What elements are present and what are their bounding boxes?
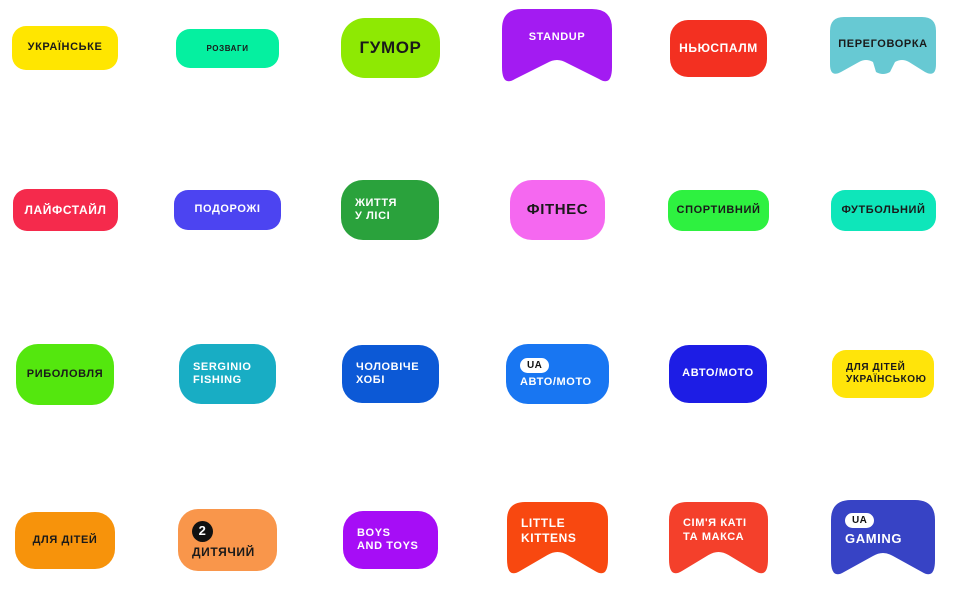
tile-ua-avto-moto[interactable]: UA АВТО/МОТО: [506, 344, 609, 404]
tile-simia-kati-ta-maksa[interactable]: СІМ'Я КАТІ ТА МАКСА: [669, 502, 768, 579]
tile-label-group: ДЛЯ ДІТЕЙ УКРАЇНСЬКОЮ: [832, 350, 934, 398]
tile-label: ГУМОР: [359, 37, 422, 57]
tile-label: ХОБІ: [356, 374, 385, 386]
tile-label: ПЕРЕГОВОРКА: [838, 37, 928, 50]
tile-label-group: SERGINIO FISHING: [179, 344, 276, 404]
tile-label-group: СІМ'Я КАТІ ТА МАКСА: [669, 502, 768, 579]
tile-label-group: ГУМОР: [341, 18, 440, 78]
tile-label-group: ЛАЙФСТАЙЛ: [13, 189, 118, 231]
tile-little-kittens[interactable]: LITTLE KITTENS: [507, 502, 608, 579]
tile-rybolovlia[interactable]: РИБОЛОВЛЯ: [16, 344, 114, 405]
tile-label-group: ПЕРЕГОВОРКА: [830, 17, 936, 80]
tile-label: АВТО/МОТО: [682, 367, 754, 380]
tile-dytiachyi[interactable]: 2 ДИТЯЧИЙ: [178, 509, 277, 571]
tile-label: KITTENS: [521, 530, 577, 545]
tile-peregovorka[interactable]: ПЕРЕГОВОРКА: [830, 17, 936, 80]
tile-label-group: ФІТНЕС: [510, 180, 605, 240]
tile-label-group: ЧОЛОВІЧЕ ХОБІ: [342, 345, 439, 403]
tile-label: АВТО/МОТО: [520, 376, 592, 389]
simia-kati-ta-maksa-shape: [669, 502, 768, 574]
tile-label: УКРАЇНСЬКОЮ: [846, 374, 927, 385]
tile-dlia-ditei-ukr[interactable]: ДЛЯ ДІТЕЙ УКРАЇНСЬКОЮ: [832, 350, 934, 398]
tile-newspalm[interactable]: НЬЮСПАЛМ: [670, 20, 767, 77]
tile-gumor[interactable]: ГУМОР: [341, 18, 440, 78]
number-badge: 2: [192, 520, 213, 542]
tile-label-group: UA АВТО/МОТО: [506, 344, 609, 404]
tile-label-group: ФУТБОЛЬНИЙ: [831, 190, 936, 231]
tile-podorozhi[interactable]: ПОДОРОЖІ: [174, 190, 281, 230]
tile-label: ФІТНЕС: [526, 200, 589, 218]
tile-rozvagy[interactable]: РОЗВАГИ: [176, 29, 279, 68]
tile-label: SERGINIO: [193, 360, 252, 373]
tile-sportyvnyi[interactable]: СПОРТИВНИЙ: [668, 190, 769, 231]
tile-label: AND TOYS: [357, 540, 419, 552]
tile-label-group: РИБОЛОВЛЯ: [16, 344, 114, 405]
tile-label-group: УКРАЇНСЬКЕ: [12, 26, 118, 70]
tile-serginio-fishing[interactable]: SERGINIO FISHING: [179, 344, 276, 404]
tile-label: ТА МАКСА: [683, 530, 745, 543]
tile-label-group: ПОДОРОЖІ: [174, 190, 281, 230]
tile-fitnes[interactable]: ФІТНЕС: [510, 180, 605, 240]
tile-label: УКРАЇНСЬКЕ: [27, 41, 103, 54]
tile-choloviche-hobi[interactable]: ЧОЛОВІЧЕ ХОБІ: [342, 345, 439, 403]
tile-label: STANDUP: [528, 31, 586, 44]
tile-label: FISHING: [193, 374, 242, 386]
tile-label: GAMING: [845, 531, 903, 547]
tile-label: ДЛЯ ДІТЕЙ: [846, 361, 906, 373]
tile-label: СПОРТИВНИЙ: [676, 203, 761, 216]
tile-standup[interactable]: STANDUP: [502, 9, 612, 87]
tile-label: РИБОЛОВЛЯ: [26, 367, 104, 380]
tile-label: ПОДОРОЖІ: [194, 203, 261, 216]
tile-lifestyle[interactable]: ЛАЙФСТАЙЛ: [13, 189, 118, 231]
tile-label: НЬЮСПАЛМ: [679, 41, 758, 56]
tile-label-group: UA GAMING: [831, 500, 935, 580]
tile-label: ЧОЛОВІЧЕ: [356, 360, 420, 373]
ua-badge: UA: [845, 512, 875, 529]
tile-futbolnyi[interactable]: ФУТБОЛЬНИЙ: [831, 190, 936, 231]
tile-label-group: ДЛЯ ДІТЕЙ: [15, 512, 115, 569]
ua-badge: UA: [520, 358, 550, 374]
tile-label: ЛАЙФСТАЙЛ: [24, 202, 107, 217]
tile-label-group: РОЗВАГИ: [176, 29, 279, 68]
tile-label: ДЛЯ ДІТЕЙ: [32, 533, 98, 546]
little-kittens-shape: [507, 502, 608, 574]
tile-label: У ЛІСІ: [355, 210, 391, 222]
tile-label-group: LITTLE KITTENS: [507, 502, 608, 579]
tile-label: СІМ'Я КАТІ: [683, 517, 747, 530]
tile-label: LITTLE: [521, 515, 566, 530]
tile-ukrainske[interactable]: УКРАЇНСЬКЕ: [12, 26, 118, 70]
tile-zhyttia-u-lisi[interactable]: ЖИТТЯ У ЛІСІ: [341, 180, 439, 240]
tile-boys-and-toys[interactable]: BOYS AND TOYS: [343, 511, 438, 569]
tile-dlia-ditei[interactable]: ДЛЯ ДІТЕЙ: [15, 512, 115, 569]
peregovorka-shape: [830, 17, 936, 74]
tile-avto-moto[interactable]: АВТО/МОТО: [669, 345, 767, 403]
standup-shape: [502, 9, 612, 82]
tile-label: BOYS: [357, 526, 391, 539]
tile-label-group: ЖИТТЯ У ЛІСІ: [341, 180, 439, 240]
tile-ua-gaming[interactable]: UA GAMING: [831, 500, 935, 580]
tile-label-group: НЬЮСПАЛМ: [670, 20, 767, 77]
tile-label-group: СПОРТИВНИЙ: [668, 190, 769, 231]
tile-label-group: 2 ДИТЯЧИЙ: [178, 509, 277, 571]
tile-label-group: АВТО/МОТО: [669, 345, 767, 403]
tile-label: ФУТБОЛЬНИЙ: [841, 203, 926, 216]
tile-label: РОЗВАГИ: [206, 43, 249, 53]
tile-label: ДИТЯЧИЙ: [192, 544, 255, 559]
tile-label-group: BOYS AND TOYS: [343, 511, 438, 569]
tile-label-group: STANDUP: [502, 9, 612, 87]
tile-label: ЖИТТЯ: [355, 196, 398, 209]
